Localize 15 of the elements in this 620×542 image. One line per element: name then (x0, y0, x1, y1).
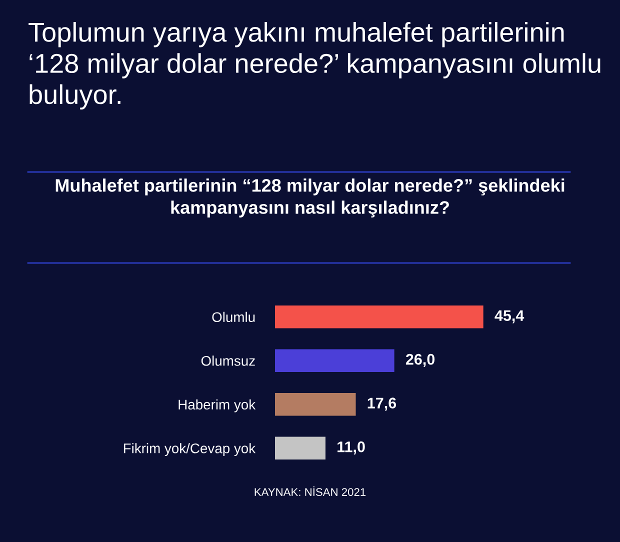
y-tick-label: Haberim yok (178, 399, 256, 412)
data-label: 26,0 (406, 354, 435, 367)
bar (275, 349, 394, 372)
data-label: 45,4 (494, 310, 524, 324)
data-label: 11,0 (338, 441, 365, 454)
y-tick-label: Olumsuz (201, 356, 255, 366)
chart-subtitle: Muhalefet partilerinin “128 milyar dolar nerede?” şeklindeki kampanyasını nasıl karşıladınız? (56, 178, 564, 218)
bar (275, 306, 484, 328)
chart-title: Toplumun yarıya yakını muhalefet partilerinin ‘128 milyar dolar nerede?’ kampanyasını olumlu buluyor. (28, 22, 600, 110)
y-tick-label: Olumlu (212, 312, 255, 322)
data-label: 17,6 (368, 398, 396, 411)
bar (275, 436, 326, 460)
bar (275, 393, 356, 416)
text: KAYNAK: NİSAN 2021 (254, 486, 366, 496)
y-tick-label: Fikrim yok/Cevap yok (124, 443, 256, 456)
